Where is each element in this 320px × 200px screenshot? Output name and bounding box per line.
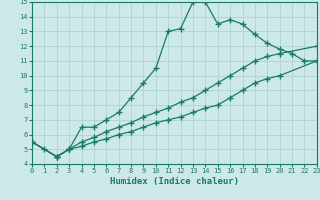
X-axis label: Humidex (Indice chaleur): Humidex (Indice chaleur): [110, 177, 239, 186]
